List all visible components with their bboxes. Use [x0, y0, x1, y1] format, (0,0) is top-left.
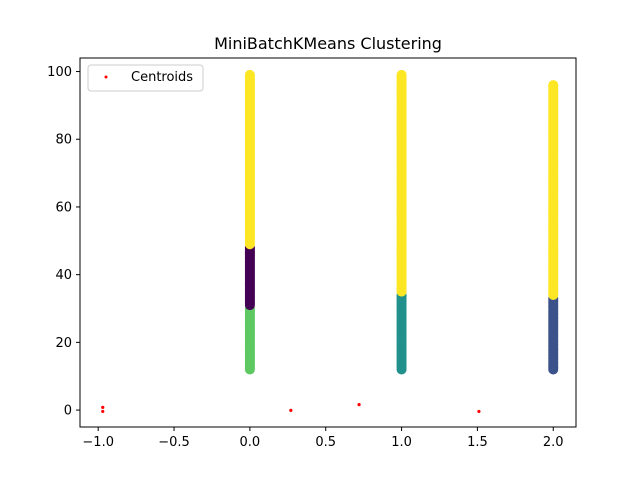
- x-tick-label: 2.0: [543, 435, 564, 450]
- legend: Centroids: [87, 64, 204, 92]
- axes-frame: [79, 57, 577, 428]
- y-axis: 0 20 40 60 80 100: [47, 65, 80, 419]
- chart-title: MiniBatchKMeans Clustering: [214, 34, 442, 53]
- cluster-1: [244, 242, 255, 311]
- cluster-3: [396, 289, 407, 375]
- cluster-point: [244, 69, 255, 80]
- cluster-4: [396, 69, 407, 297]
- centroid-point: [101, 405, 105, 409]
- centroid-point: [101, 409, 105, 414]
- x-tick-label: 1.5: [467, 435, 488, 450]
- y-tick-label: 20: [55, 336, 72, 351]
- centroid-point: [289, 408, 293, 413]
- centroid-point: [357, 403, 361, 407]
- x-axis: −1.0 −0.5 0.0 0.5 1.0 1.5 2.0: [82, 427, 564, 450]
- y-tick-label: 60: [55, 200, 72, 215]
- cluster-point: [548, 80, 559, 91]
- x-tick-label: −0.5: [158, 435, 190, 450]
- cluster-6: [548, 80, 559, 300]
- cluster-5: [548, 293, 559, 375]
- legend-label-centroids: Centroids: [131, 70, 193, 85]
- y-tick-label: 40: [55, 268, 72, 283]
- x-tick-label: 1.0: [391, 435, 412, 450]
- legend-box: [87, 64, 204, 92]
- cluster-point: [396, 69, 407, 80]
- x-tick-label: 0.5: [315, 435, 336, 450]
- x-tick-label: 0.0: [240, 435, 261, 450]
- x-tick-label: −1.0: [82, 435, 114, 450]
- cluster-2: [244, 69, 255, 250]
- centroid-point: [477, 409, 481, 414]
- y-tick-label: 0: [64, 404, 72, 419]
- plot-area: [101, 69, 559, 414]
- cluster-0: [244, 303, 255, 375]
- y-tick-label: 100: [47, 65, 72, 80]
- legend-marker-centroids: [104, 75, 108, 79]
- y-tick-label: 80: [55, 133, 72, 148]
